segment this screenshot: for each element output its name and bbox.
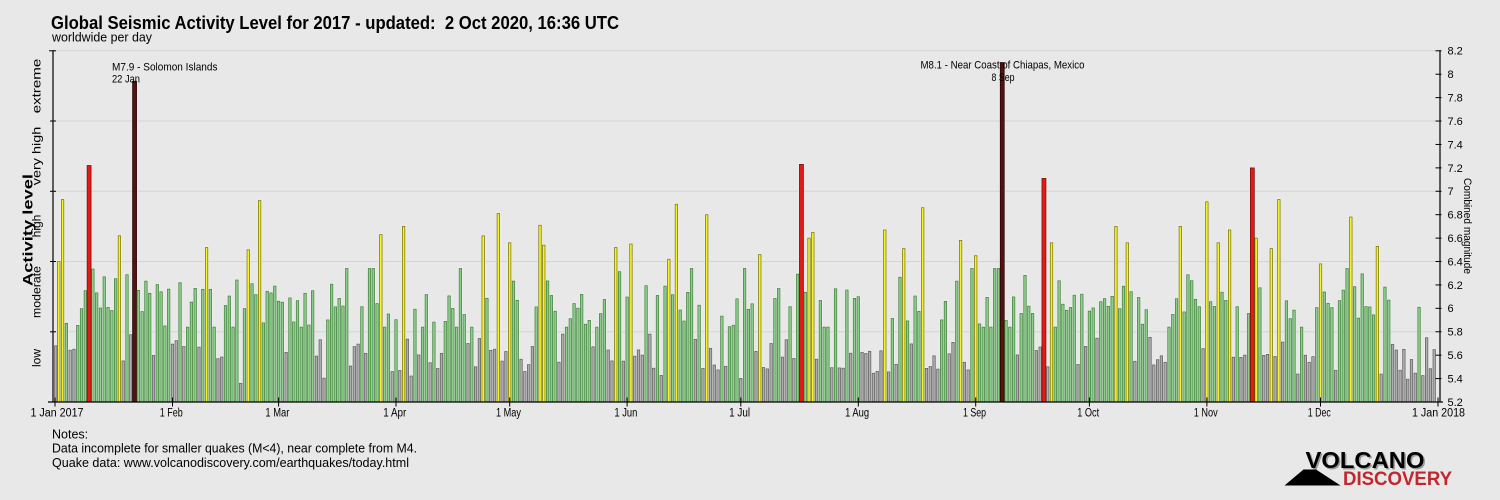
svg-text:M7.9 - Solomon Islands: M7.9 - Solomon Islands: [112, 62, 218, 74]
svg-text:1 Feb: 1 Feb: [160, 407, 183, 419]
svg-text:Combined magnitude: Combined magnitude: [1461, 178, 1473, 274]
svg-text:22 Jan: 22 Jan: [112, 74, 140, 86]
svg-text:7.6: 7.6: [1448, 116, 1463, 128]
svg-text:6.8: 6.8: [1448, 210, 1463, 222]
svg-text:1 Jan 2018: 1 Jan 2018: [1412, 407, 1465, 419]
svg-text:DISCOVERY: DISCOVERY: [1343, 468, 1452, 490]
svg-text:moderate: moderate: [30, 266, 44, 318]
svg-text:7: 7: [1448, 186, 1454, 198]
svg-text:1 Oct: 1 Oct: [1077, 407, 1100, 419]
svg-text:8 Sep: 8 Sep: [992, 72, 1015, 84]
svg-text:8.2: 8.2: [1448, 46, 1463, 58]
svg-text:1 Jun: 1 Jun: [614, 407, 637, 419]
svg-text:Activity level: Activity level: [21, 174, 36, 286]
svg-text:7.4: 7.4: [1448, 139, 1463, 151]
svg-text:8: 8: [1448, 69, 1454, 81]
svg-text:Quake data: www.volcanodiscove: Quake data: www.volcanodiscovery.com/ear…: [52, 456, 409, 470]
svg-text:1 Nov: 1 Nov: [1194, 407, 1218, 419]
svg-text:high: high: [30, 215, 44, 238]
svg-text:Data incomplete for smaller qu: Data incomplete for smaller quakes (M<4)…: [52, 442, 417, 456]
svg-text:1 May: 1 May: [496, 407, 521, 419]
svg-text:5.8: 5.8: [1448, 327, 1463, 339]
svg-text:1 Jan 2017: 1 Jan 2017: [31, 407, 84, 419]
svg-text:6.4: 6.4: [1448, 256, 1463, 268]
svg-text:VOLCANO: VOLCANO: [1307, 449, 1426, 475]
svg-text:Notes:: Notes:: [52, 428, 88, 442]
svg-text:1 Apr: 1 Apr: [383, 407, 406, 419]
svg-text:7.2: 7.2: [1448, 163, 1463, 175]
svg-text:M8.1 - Near Coast of Chiapas,: M8.1 - Near Coast of Chiapas, Mexico: [921, 60, 1085, 72]
svg-text:5.2: 5.2: [1448, 397, 1463, 409]
svg-text:extreme: extreme: [30, 58, 44, 113]
svg-text:5.6: 5.6: [1448, 350, 1463, 362]
svg-text:6.6: 6.6: [1448, 233, 1463, 245]
svg-text:1 Sep: 1 Sep: [963, 407, 986, 419]
svg-text:7.8: 7.8: [1448, 93, 1463, 105]
svg-text:6.2: 6.2: [1448, 280, 1463, 292]
svg-text:low: low: [30, 349, 44, 367]
svg-text:very high: very high: [30, 127, 44, 186]
svg-text:worldwide per day: worldwide per day: [51, 31, 153, 45]
svg-text:VOLCANO: VOLCANO: [1306, 447, 1425, 473]
svg-text:1 Jul: 1 Jul: [729, 407, 750, 419]
svg-text:1 Aug: 1 Aug: [845, 407, 869, 419]
svg-text:1 Dec: 1 Dec: [1308, 407, 1331, 419]
svg-text:5.4: 5.4: [1448, 374, 1463, 386]
svg-text:Global Seismic Activity Level: Global Seismic Activity Level for 2017 -…: [51, 13, 619, 33]
svg-text:1 Mar: 1 Mar: [265, 407, 289, 419]
svg-text:6: 6: [1448, 303, 1454, 315]
